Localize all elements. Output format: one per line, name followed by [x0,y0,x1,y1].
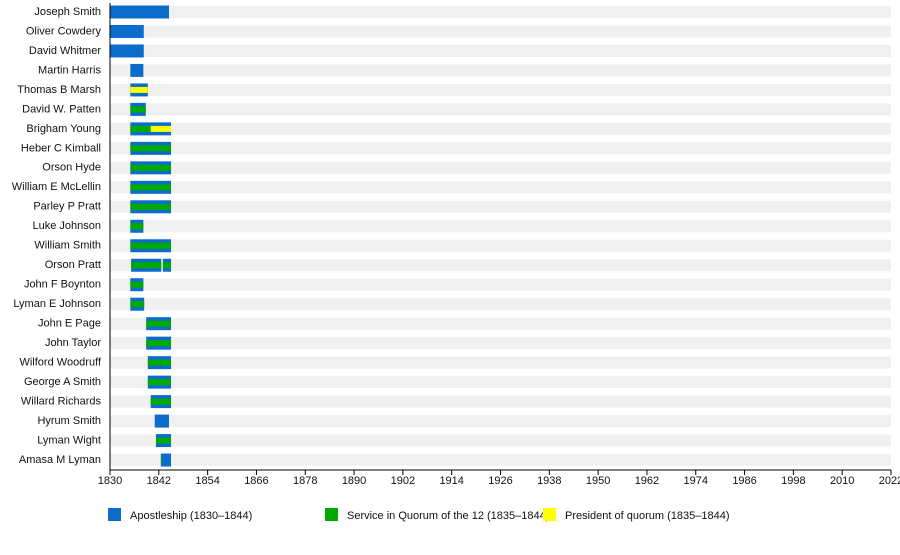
row-band [110,317,891,330]
row-band [110,454,891,467]
legend-swatch [108,508,121,521]
span-bar [110,24,144,38]
row-label: John Taylor [45,337,101,349]
row-band [110,103,891,116]
row-band [110,337,891,350]
row-label: Orson Hyde [42,162,101,174]
span-bar [147,379,172,386]
legend-label: President of quorum (1835–1844) [565,510,730,522]
row-band [110,64,891,77]
row-band [110,181,891,194]
row-label: Brigham Young [26,123,101,135]
span-bar [130,63,144,77]
row-label: Parley P Pratt [33,201,101,213]
row-band [110,25,891,38]
x-tick-label: 1830 [98,475,122,487]
row-band [110,239,891,252]
x-tick-label: 2022 [879,475,900,487]
row-label: David W. Patten [22,103,101,115]
span-bar [162,262,172,269]
span-bar [130,184,172,191]
row-band [110,259,891,272]
row-band [110,415,891,428]
x-tick-label: 1902 [391,475,415,487]
row-label: William E McLellin [12,181,101,193]
legend-swatch [325,508,338,521]
span-bar [131,262,162,269]
span-bar [146,320,172,327]
row-label: Lyman Wight [37,434,101,446]
x-tick-label: 1926 [488,475,512,487]
row-band [110,161,891,174]
span-bar [130,242,172,249]
row-label: Joseph Smith [34,6,101,18]
row-label: Orson Pratt [45,259,101,271]
span-bar [146,340,172,347]
span-bar [130,301,145,308]
row-label: Amasa M Lyman [19,454,101,466]
span-bar [150,398,172,405]
row-band [110,6,891,18]
span-bar [110,5,169,19]
span-bar [160,457,163,464]
x-tick-label: 1866 [244,475,268,487]
x-tick-label: 1878 [293,475,317,487]
x-tick-label: 1974 [684,475,708,487]
row-band [110,122,891,135]
legend-label: Apostleship (1830–1844) [130,510,252,522]
span-bar [130,281,144,288]
row-band [110,278,891,291]
row-band [110,44,891,57]
row-band [110,220,891,233]
x-tick-label: 1914 [439,475,463,487]
row-label: Oliver Cowdery [26,25,102,37]
row-band [110,83,891,96]
span-bar [160,453,172,467]
row-band [110,200,891,213]
span-bar [150,125,172,132]
row-label: Thomas B Marsh [17,84,101,96]
row-band [110,142,891,155]
row-label: John E Page [38,318,101,330]
x-tick-label: 1842 [147,475,171,487]
span-bar [130,106,146,113]
x-tick-label: 1998 [781,475,805,487]
span-bar [130,86,148,93]
row-label: John F Boynton [24,279,101,291]
row-label: George A Smith [24,376,101,388]
row-band [110,434,891,447]
x-tick-label: 2010 [830,475,854,487]
row-label: Heber C Kimball [21,142,101,154]
row-label: Hyrum Smith [37,415,101,427]
span-bar [130,203,172,210]
x-tick-label: 1890 [342,475,366,487]
x-tick-label: 1950 [586,475,610,487]
span-bar [130,145,172,152]
row-band [110,376,891,389]
legend-swatch [543,508,556,521]
span-bar [147,359,172,366]
row-label: Lyman E Johnson [13,298,101,310]
legend-label: Service in Quorum of the 12 (1835–1844) [347,510,549,522]
x-tick-label: 1854 [195,475,219,487]
x-tick-label: 1938 [537,475,561,487]
span-bar [110,44,144,58]
row-label: David Whitmer [29,45,101,57]
row-band [110,298,891,311]
row-label: Willard Richards [21,396,102,408]
row-label: Wilford Woodruff [19,357,101,369]
span-bar [130,125,151,132]
row-band [110,356,891,369]
row-label: William Smith [34,240,101,252]
row-label: Martin Harris [38,64,101,76]
span-bar [130,223,144,230]
span-bar [154,414,169,428]
span-bar [130,164,172,171]
span-bar [155,437,172,444]
row-label: Luke Johnson [33,220,102,232]
row-band [110,395,891,408]
x-tick-label: 1986 [732,475,756,487]
x-tick-label: 1962 [635,475,659,487]
